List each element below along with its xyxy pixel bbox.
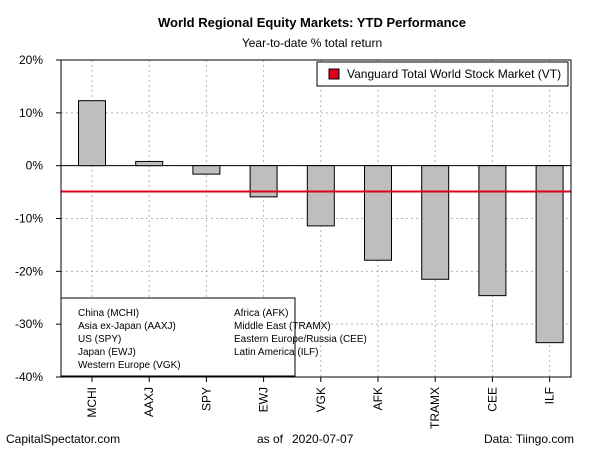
key-entry: Eastern Europe/Russia (CEE) [234, 334, 367, 345]
bar-afk [364, 165, 392, 261]
plot-frame [60, 59, 572, 378]
legend-frame [316, 61, 569, 87]
bar-aaxj [135, 160, 164, 167]
chart-title: World Regional Equity Markets: YTD Perfo… [158, 15, 466, 30]
x-tick-label: VGK [314, 387, 328, 412]
bar-ilf [535, 165, 564, 344]
bar-tramx [421, 165, 450, 280]
key-entry: China (MCHI) [78, 308, 139, 319]
key-entry: Africa (AFK) [234, 308, 288, 319]
legend-swatch [328, 68, 340, 80]
footer-date-prefix: as of [257, 432, 284, 446]
legend: Vanguard Total World Stock Market (VT) [316, 61, 569, 87]
y-tick-label: -40% [15, 370, 43, 384]
y-tick-label: -30% [15, 317, 43, 331]
key-entry: US (SPY) [78, 334, 121, 345]
legend-label: Vanguard Total World Stock Market (VT) [347, 67, 561, 81]
bar-spy [192, 165, 221, 175]
key-entry: Japan (EWJ) [78, 347, 136, 358]
footer-source-right: Data: Tiingo.com [484, 432, 574, 446]
bars-layer [78, 100, 564, 344]
key-entry: Asia ex-Japan (AAXJ) [78, 321, 176, 332]
y-tick-label: 20% [19, 53, 43, 67]
bar-vgk [306, 165, 335, 227]
y-tick-label: -20% [15, 264, 43, 278]
y-tick-label: 10% [19, 106, 43, 120]
bar-mchi [78, 100, 106, 167]
ticker-key-frame [60, 297, 296, 377]
key-entry: Latin America (ILF) [234, 347, 318, 358]
footer-date: 2020-07-07 [292, 432, 354, 446]
key-entry: Middle East (TRAMX) [234, 321, 331, 332]
bar-cee [478, 165, 507, 297]
ticker-key-box: China (MCHI) Asia ex-Japan (AAXJ) US (SP… [60, 297, 367, 377]
x-tick-label: SPY [199, 387, 213, 411]
x-tick-label: MCHI [85, 387, 99, 418]
y-axis-ticks: 20% 10% 0% -10% -20% -30% -40% [15, 53, 61, 384]
x-tick-label: TRAMX [428, 387, 442, 429]
x-tick-label: EWJ [257, 387, 271, 412]
y-tick-label: 0% [26, 159, 44, 173]
key-entry: Western Europe (VGK) [78, 360, 181, 371]
y-tick-label: -10% [15, 212, 43, 226]
x-tick-label: CEE [485, 387, 499, 412]
x-tick-label: AFK [371, 387, 385, 410]
x-tick-label: AAXJ [142, 387, 156, 417]
chart-subtitle: Year-to-date % total return [242, 36, 382, 50]
x-tick-label: ILF [543, 387, 557, 404]
x-axis-ticks: MCHI AAXJ SPY EWJ VGK AFK TRAMX CEE ILF [85, 377, 557, 429]
footer-source-left: CapitalSpectator.com [6, 432, 120, 446]
